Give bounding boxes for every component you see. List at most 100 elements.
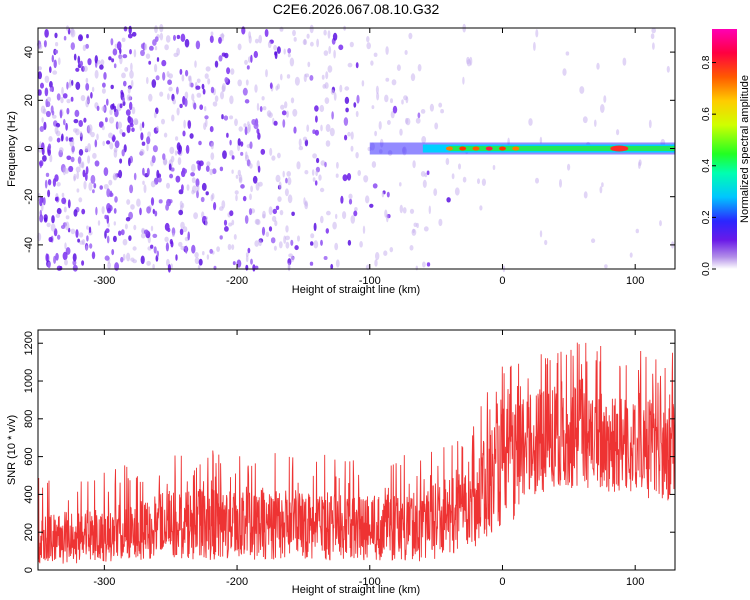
spectrogram-cell: [324, 161, 327, 168]
spectrogram-cell: [206, 161, 211, 167]
spectrogram-cell: [201, 182, 207, 191]
spectrogram-cell: [110, 104, 115, 110]
colorbar-ticks: 0.0 0.2 0.4 0.6 0.8: [701, 55, 716, 276]
spectrogram-cell: [66, 81, 69, 90]
spectrogram-cell: [114, 262, 119, 271]
spectrogram-cell: [313, 240, 319, 249]
spectrogram-cell: [332, 32, 338, 41]
spectrogram-cell: [339, 84, 343, 93]
spectrogram-cell: [219, 235, 223, 240]
spectrogram-cell: [434, 122, 439, 130]
spectrogram-cell: [205, 218, 208, 227]
spectrogram-cell: [582, 116, 588, 124]
spectrogram-cell: [426, 262, 431, 267]
spectrogram-cell: [281, 110, 287, 116]
spectrogram-cell: [194, 60, 197, 68]
spectrogram-cell: [151, 79, 157, 88]
spectrogram-cell: [244, 99, 250, 104]
spectrogram-cell: [133, 172, 137, 181]
spectrogram-cell: [479, 205, 483, 211]
spectrogram-cell: [75, 67, 80, 72]
spectrogram-cell: [310, 233, 315, 239]
spectrogram-cell: [146, 76, 149, 85]
spectrogram-cell: [244, 126, 248, 136]
spectrogram-cell: [41, 117, 44, 123]
spectrogram-cell: [169, 238, 173, 245]
spectrogram-cell: [409, 208, 415, 214]
spectrogram-cell: [85, 166, 89, 175]
spectrogram-cell: [190, 82, 194, 88]
spectrogram-cell: [247, 247, 251, 254]
spectrogram-cell: [210, 86, 215, 94]
colorbar-gradient: [712, 29, 737, 269]
spectrogram-cell: [73, 128, 78, 133]
spectrogram-cell: [63, 118, 66, 126]
spectrogram-cell: [163, 132, 168, 138]
spectrogram-cell: [83, 180, 87, 190]
spectrogram-cell: [252, 264, 256, 272]
spectrogram-cell: [191, 177, 196, 184]
snr-x-tick-label: -200: [226, 576, 248, 588]
spectrogram-cell: [73, 53, 77, 61]
spectrogram-cell: [195, 40, 201, 50]
spectrogram-cell: [365, 195, 370, 204]
spectrogram-cell: [539, 136, 543, 144]
spectrogram-cell: [238, 177, 243, 184]
spectrogram-cell: [312, 177, 316, 182]
spectrogram-cell: [54, 49, 59, 54]
spectrogram-cell: [161, 59, 167, 67]
spectrogram-cell: [227, 243, 232, 251]
spectrogram-cell: [451, 173, 455, 180]
spectrogram-cell: [601, 182, 604, 188]
spectrogram-cell: [290, 239, 294, 246]
spectrogram-cell: [310, 41, 314, 47]
spectrogram-cell: [233, 234, 237, 240]
spectrogram-cell: [45, 172, 50, 177]
spectrogram-cell: [55, 42, 59, 47]
spectrogram-cell: [361, 80, 365, 87]
spectrogram-cell: [88, 226, 92, 234]
colorbar-tick-label: 0.2: [701, 210, 712, 224]
spectrogram-cell: [226, 132, 229, 138]
spectrogram-cell: [252, 175, 258, 184]
spectrogram-cell: [253, 50, 258, 59]
spectrogram-cell: [218, 55, 223, 62]
spectrogram-cell: [78, 197, 83, 203]
spectrogram-cell: [402, 207, 407, 214]
spectrogram-cell: [79, 131, 83, 138]
spectrogram-cell: [259, 106, 263, 112]
spectrogram-cell: [87, 58, 92, 66]
spectrogram-cell: [49, 66, 52, 73]
spectrogram-cell: [410, 73, 416, 82]
spectrogram-cell: [195, 85, 201, 90]
spectrogram-cell: [75, 229, 79, 238]
spectrogram-cell: [112, 235, 117, 243]
spectrogram-cell: [242, 87, 248, 96]
spectrogram-cell: [183, 119, 186, 129]
spectrogram-cell: [357, 170, 362, 176]
colorbar-tick-label: 0.6: [701, 107, 712, 121]
spectrogram-cell: [94, 55, 99, 64]
spectrogram-cell: [131, 127, 135, 132]
spectrogram-cell: [61, 133, 64, 142]
spectrogram-cell: [325, 228, 329, 234]
spectrogram-cell: [231, 169, 234, 174]
spectrogram-cell: [79, 240, 84, 245]
spectrogram-cell: [126, 94, 132, 102]
spectrogram-cell: [417, 112, 421, 119]
spectrogram-cell: [350, 145, 354, 152]
spectrogram-cell: [149, 45, 154, 51]
spectrogram-cell: [179, 200, 183, 208]
spectrogram-cell: [333, 92, 337, 101]
spectrogram-cell: [66, 99, 71, 104]
snr-x-tick-label: 0: [499, 576, 505, 588]
spectrogram-cell: [229, 210, 234, 217]
spectrogram-cell: [39, 160, 44, 167]
spectrogram-cell: [285, 225, 289, 233]
spectrogram-cell: [121, 132, 126, 137]
spectrogram-cell: [240, 184, 245, 189]
spectrogram-cell: [109, 142, 114, 150]
spectrogram-cell: [169, 173, 174, 179]
spectrogram-cell: [103, 184, 109, 190]
spectrogram-cell: [172, 98, 176, 105]
